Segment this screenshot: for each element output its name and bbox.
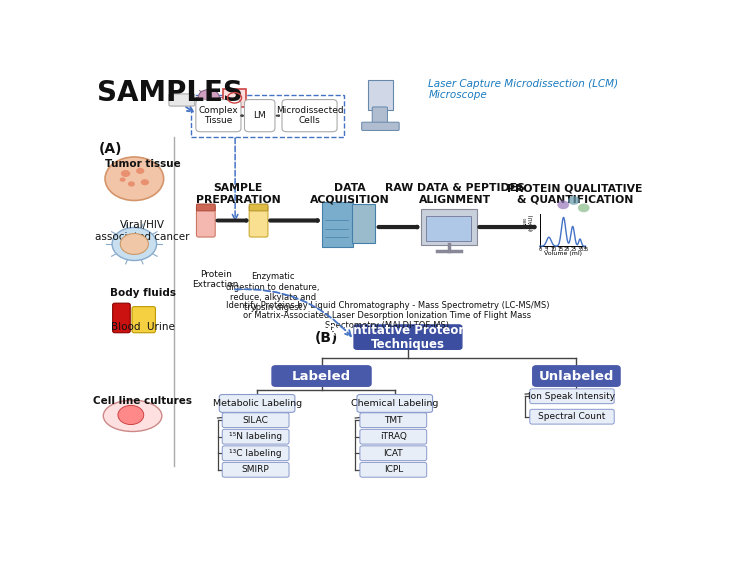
Text: 35: 35 — [582, 246, 589, 251]
Text: 30: 30 — [578, 246, 584, 251]
Text: SILAC: SILAC — [243, 416, 268, 425]
FancyBboxPatch shape — [113, 303, 130, 333]
FancyBboxPatch shape — [426, 216, 471, 241]
Text: (A): (A) — [98, 142, 122, 156]
Text: Unlabeled: Unlabeled — [539, 370, 614, 383]
FancyBboxPatch shape — [197, 205, 215, 237]
Text: Spectral Count: Spectral Count — [538, 412, 606, 421]
FancyBboxPatch shape — [169, 94, 195, 106]
FancyBboxPatch shape — [360, 462, 426, 477]
Text: 0: 0 — [538, 246, 541, 251]
FancyBboxPatch shape — [421, 209, 476, 245]
Text: Body fluids: Body fluids — [110, 288, 175, 298]
FancyBboxPatch shape — [530, 389, 614, 403]
FancyBboxPatch shape — [196, 99, 241, 132]
FancyBboxPatch shape — [132, 307, 156, 333]
Circle shape — [119, 177, 125, 182]
Text: Metabolic Labeling: Metabolic Labeling — [212, 399, 302, 408]
FancyBboxPatch shape — [222, 462, 289, 477]
Text: ICPL: ICPL — [384, 466, 403, 474]
Text: Tumor tissue: Tumor tissue — [104, 159, 181, 169]
Circle shape — [578, 203, 590, 212]
Text: TMT: TMT — [384, 416, 402, 425]
Text: Ion Speak Intensity: Ion Speak Intensity — [528, 392, 615, 401]
FancyBboxPatch shape — [244, 99, 275, 132]
Text: Blood  Urine: Blood Urine — [110, 322, 175, 332]
FancyBboxPatch shape — [360, 446, 426, 460]
Text: 5: 5 — [545, 246, 548, 251]
Circle shape — [568, 196, 580, 205]
FancyBboxPatch shape — [222, 413, 289, 428]
FancyBboxPatch shape — [222, 446, 289, 460]
Text: Complex
Tissue: Complex Tissue — [199, 106, 238, 125]
Text: SAMPLES: SAMPLES — [98, 79, 243, 107]
FancyBboxPatch shape — [282, 99, 337, 132]
FancyBboxPatch shape — [533, 366, 620, 386]
Circle shape — [557, 201, 569, 209]
FancyBboxPatch shape — [530, 409, 614, 424]
Text: Quantitative Proteomics
Techniques: Quantitative Proteomics Techniques — [327, 323, 488, 351]
Circle shape — [120, 233, 148, 254]
FancyBboxPatch shape — [272, 366, 371, 386]
Text: RAW DATA & PEPTIDES
ALIGNMENT: RAW DATA & PEPTIDES ALIGNMENT — [385, 183, 525, 205]
Text: Viral/HIV
associated cancer: Viral/HIV associated cancer — [95, 220, 190, 242]
Text: 10: 10 — [550, 246, 556, 251]
FancyBboxPatch shape — [367, 80, 393, 110]
Circle shape — [141, 179, 149, 185]
Text: (B): (B) — [314, 331, 338, 345]
Text: Enzymatic
digestion to denature,
reduce, alkylate and
trypsin digest: Enzymatic digestion to denature, reduce,… — [227, 272, 320, 312]
Text: 25: 25 — [571, 246, 577, 251]
Text: 15: 15 — [557, 246, 563, 251]
Text: iTRAQ: iTRAQ — [380, 432, 407, 441]
FancyBboxPatch shape — [357, 394, 432, 412]
Text: SMIRP: SMIRP — [242, 466, 269, 474]
Text: Labeled: Labeled — [292, 370, 351, 383]
Text: PROTEIN QUALITATIVE
& QUANTIFICATION: PROTEIN QUALITATIVE & QUANTIFICATION — [507, 183, 643, 205]
Text: Laser Capture Microdissection (LCM)
Microscope: Laser Capture Microdissection (LCM) Micr… — [429, 79, 618, 100]
Text: ICAT: ICAT — [383, 449, 403, 458]
Circle shape — [112, 228, 156, 260]
FancyBboxPatch shape — [223, 89, 246, 107]
Text: Protein
Extraction: Protein Extraction — [193, 270, 239, 289]
Text: Identify Proteins by Liquid Chromatography - Mass Spectrometry (LC-MS/MS)
or Mat: Identify Proteins by Liquid Chromatograp… — [226, 301, 549, 331]
Circle shape — [128, 181, 135, 186]
Text: 20: 20 — [564, 246, 570, 251]
FancyBboxPatch shape — [354, 325, 462, 349]
FancyBboxPatch shape — [360, 429, 426, 444]
Circle shape — [136, 168, 144, 174]
Circle shape — [105, 157, 163, 201]
FancyBboxPatch shape — [372, 107, 387, 125]
Circle shape — [198, 89, 219, 105]
FancyBboxPatch shape — [361, 122, 399, 131]
Text: ¹³C labeling: ¹³C labeling — [229, 449, 282, 458]
FancyBboxPatch shape — [360, 413, 426, 428]
FancyBboxPatch shape — [352, 204, 375, 243]
FancyBboxPatch shape — [322, 202, 352, 247]
Ellipse shape — [104, 400, 162, 432]
FancyBboxPatch shape — [222, 429, 289, 444]
Text: LM: LM — [253, 111, 266, 120]
Text: SAMPLE
PREPARATION: SAMPLE PREPARATION — [196, 183, 280, 205]
FancyBboxPatch shape — [249, 204, 268, 211]
Text: Chemical Labeling: Chemical Labeling — [351, 399, 438, 408]
FancyBboxPatch shape — [197, 204, 215, 211]
Text: Volume (ml): Volume (ml) — [544, 251, 581, 256]
Text: DATA
ACQUISITION: DATA ACQUISITION — [309, 183, 389, 205]
Text: A₂₈₀
(mAU): A₂₈₀ (mAU) — [522, 214, 534, 231]
Text: ¹⁵N labeling: ¹⁵N labeling — [229, 432, 282, 441]
FancyBboxPatch shape — [219, 394, 295, 412]
FancyBboxPatch shape — [249, 205, 268, 237]
Text: Microdissected
Cells: Microdissected Cells — [276, 106, 343, 125]
Circle shape — [118, 406, 144, 424]
Text: Cell line cultures: Cell line cultures — [93, 396, 192, 406]
Circle shape — [121, 170, 130, 177]
